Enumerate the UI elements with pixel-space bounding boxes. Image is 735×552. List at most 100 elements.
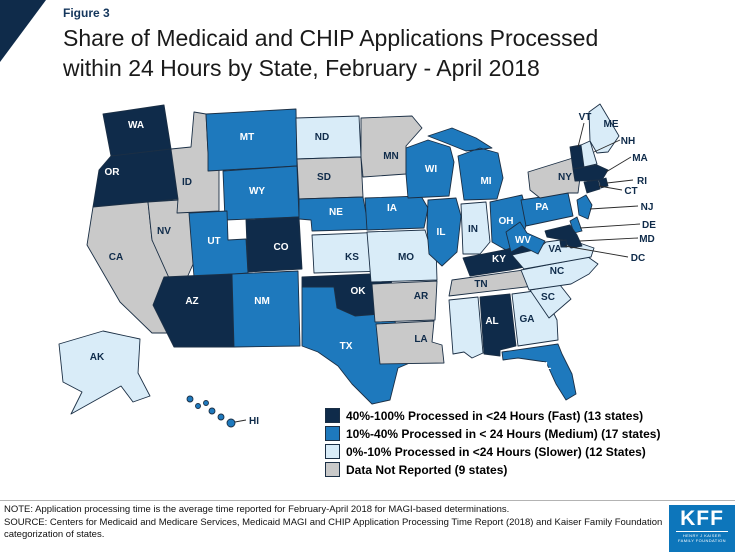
legend-swatch-medium [325,426,340,441]
state-label-nm: NM [254,296,270,307]
state-label-il: IL [437,227,446,238]
state-nm [231,270,301,348]
state-label-fl: FL [539,361,551,372]
header: Figure 3 Share of Medicaid and CHIP Appl… [63,6,598,84]
state-label-ar: AR [414,291,429,302]
page-title: Share of Medicaid and CHIP Applications … [63,23,598,84]
pointer-line-dc [564,245,629,258]
state-nh [580,140,598,168]
state-label-ia: IA [387,203,397,214]
pointer-line-md [579,237,639,242]
kff-logo: KFF HENRY J KAISER FAMILY FOUNDATION [669,505,735,552]
state-label-wy: WY [249,186,265,197]
state-label-oh: OH [499,216,514,227]
state-in [460,201,491,255]
state-label-sc: SC [541,292,555,303]
pointer-line-nh [593,139,621,153]
state-label-nh: NH [621,136,635,147]
state-ct [583,179,601,194]
state-mi [427,127,504,201]
hi-island [203,400,209,406]
pointer-line-ct [598,185,623,191]
legend-item-not-reported: Data Not Reported (9 states) [325,462,660,477]
state-label-tn: TN [474,279,487,290]
legend-label-slower: 0%-10% Processed in <24 Hours (Slower) (… [346,444,646,459]
state-il [426,197,462,267]
pointer-line-vt [577,122,585,148]
state-label-wa: WA [128,120,144,131]
corner-ribbon [0,0,46,62]
state-label-ma: MA [632,153,648,164]
state-label-sd: SD [317,172,331,183]
state-label-id: ID [182,177,192,188]
state-label-nj: NJ [641,202,654,213]
legend-swatch-fast [325,408,340,423]
state-az [152,273,235,348]
legend-item-slower: 0%-10% Processed in <24 Hours (Slower) (… [325,444,660,459]
legend-item-fast: 40%-100% Processed in <24 Hours (Fast) (… [325,408,660,423]
state-or [92,148,179,208]
legend-label-fast: 40%-100% Processed in <24 Hours (Fast) (… [346,408,644,423]
state-label-ri: RI [637,176,647,187]
state-label-ak: AK [90,352,105,363]
state-label-pa: PA [535,202,548,213]
state-ri [598,177,609,189]
legend-swatch-slower [325,444,340,459]
note-text: NOTE: Application processing time is the… [4,504,510,515]
pointer-line-hi [234,419,247,423]
state-label-az: AZ [185,296,198,307]
state-ms [448,296,484,359]
state-label-mi: MI [480,176,491,187]
state-label-ga: GA [520,314,535,325]
state-label-de: DE [642,220,656,231]
title-line-1: Share of Medicaid and CHIP Applications … [63,25,599,51]
state-ar [371,280,438,323]
state-label-wv: WV [515,235,531,246]
state-label-or: OR [105,167,121,178]
legend: 40%-100% Processed in <24 Hours (Fast) (… [325,408,660,480]
kff-logo-tagline: HENRY J KAISER FAMILY FOUNDATION [676,531,728,543]
state-label-nd: ND [315,132,329,143]
state-al [479,293,517,357]
state-ak [58,330,151,415]
state-label-ne: NE [329,207,343,218]
legend-swatch-not-reported [325,462,340,477]
state-label-md: MD [639,234,655,245]
state-label-mt: MT [240,132,254,143]
hi-island [226,418,236,428]
legend-label-medium: 10%-40% Processed in < 24 Hours (Medium)… [346,426,661,441]
state-label-mo: MO [398,252,414,263]
state-wv [505,221,546,255]
state-dc [559,239,568,248]
state-label-al: AL [485,316,498,327]
state-label-ok: OK [351,286,367,297]
state-label-dc: DC [631,253,645,264]
state-wi [405,139,455,199]
state-label-hi: HI [249,416,259,427]
footer-text: NOTE: Application processing time is the… [4,504,666,540]
state-label-ks: KS [345,252,359,263]
state-co [245,216,303,273]
footer: NOTE: Application processing time is the… [0,500,735,552]
state-shapes [58,103,620,428]
legend-item-medium: 10%-40% Processed in < 24 Hours (Medium)… [325,426,660,441]
state-label-me: ME [604,119,619,130]
state-labels: WA OR CA NV ID MT WY UT CO AZ NM ND SD N… [90,112,656,427]
state-me [588,103,620,154]
state-label-in: IN [468,224,478,235]
state-label-ny: NY [558,172,572,183]
state-label-nc: NC [550,266,564,277]
state-hi [186,395,236,428]
pointer-line-de [579,223,641,229]
hi-island [217,413,225,421]
state-label-ut: UT [207,236,220,247]
state-label-mn: MN [383,151,399,162]
pointer-line-ma [605,156,632,173]
state-label-co: CO [274,242,289,253]
hi-island [186,395,194,403]
state-label-va: VA [548,244,561,255]
kff-logo-text: KFF [680,507,724,530]
state-mt [205,108,298,172]
hi-island [208,407,216,415]
